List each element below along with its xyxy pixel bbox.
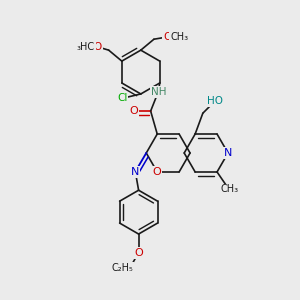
Text: N: N (131, 167, 140, 177)
Text: C₂H₅: C₂H₅ (111, 263, 133, 273)
Text: O: O (163, 32, 171, 42)
Text: CH₃: CH₃ (220, 184, 238, 194)
Text: HO: HO (207, 96, 223, 106)
Text: O: O (153, 167, 162, 177)
Text: NH: NH (151, 87, 166, 97)
Text: CH₃: CH₃ (170, 32, 188, 42)
Text: ₃HC: ₃HC (76, 42, 95, 52)
Text: Cl: Cl (117, 93, 128, 103)
Text: O: O (130, 106, 139, 116)
Text: N: N (224, 148, 232, 158)
Text: O: O (94, 42, 102, 52)
Text: O: O (134, 248, 143, 258)
